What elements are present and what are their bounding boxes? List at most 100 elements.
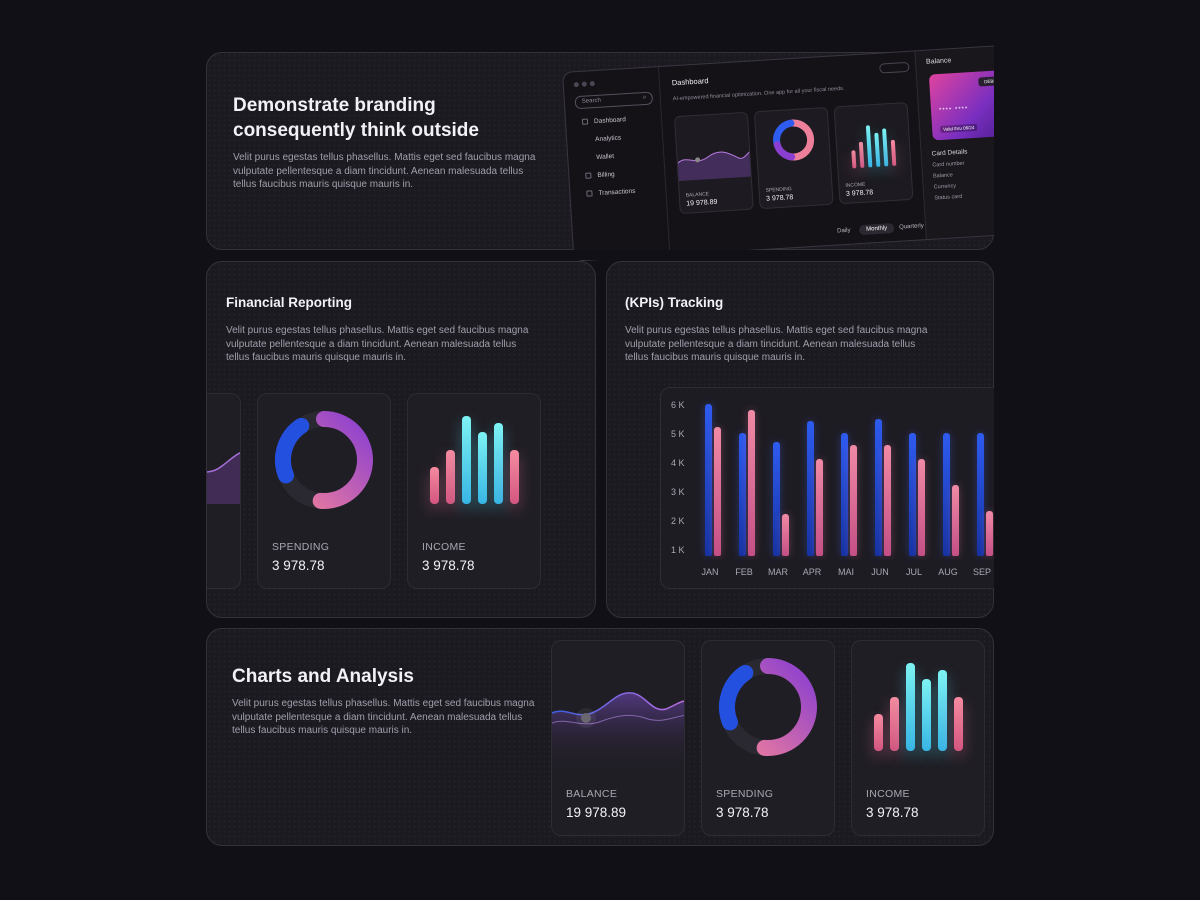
sidebar-item-analytics[interactable]: Analytics: [583, 135, 621, 144]
spending-widget: SPENDING 3 978.78: [257, 393, 391, 589]
mini-sidebar: Search ⌕ Dashboard Analytics Wallet Bill…: [563, 67, 671, 261]
kpi-bar-aug-blue: [943, 433, 950, 556]
sidebar-item-label: Analytics: [594, 134, 622, 144]
x-tick-label: FEB: [735, 567, 753, 577]
y-tick-label: 2 K: [671, 516, 685, 526]
kpi-bar-feb-pink: [748, 409, 755, 556]
card-number-masked: **** ****: [938, 106, 969, 115]
balance-wave-chart: [552, 692, 684, 771]
mini-search-placeholder: Search: [581, 97, 602, 105]
mini-balance-label: BALANCE: [685, 191, 710, 199]
hero-description: Velit purus egestas tellus phasellus. Ma…: [233, 152, 536, 190]
y-tick-label: 4 K: [671, 458, 685, 468]
income-widget: INCOME 3 978.78: [851, 640, 985, 836]
card-detail-currency: Currency: [933, 183, 957, 191]
hero-bottom-mask: [540, 250, 1000, 260]
income-bar: [510, 450, 519, 504]
y-tick-label: 6 K: [671, 400, 685, 410]
tab-monthly[interactable]: Monthly: [858, 223, 895, 236]
spending-donut: [719, 658, 817, 756]
mini-search-input[interactable]: Search ⌕: [574, 91, 654, 110]
mini-income-bar: [890, 139, 897, 167]
y-tick-label: 1 K: [671, 545, 685, 555]
mini-spending-value: 3 978.78: [765, 194, 794, 203]
mini-balance-wave: [677, 150, 753, 182]
charts-analysis-title: Charts and Analysis: [232, 666, 414, 687]
income-bar: [922, 679, 931, 751]
wallet-icon: [584, 154, 590, 160]
income-bars: [874, 663, 966, 751]
hero-title-line2: consequently think outside: [233, 120, 479, 141]
kpi-title: (KPIs) Tracking: [625, 295, 724, 310]
mini-income-bar: [874, 132, 881, 167]
x-tick-label: JAN: [701, 567, 719, 577]
income-value: 3 978.78: [422, 558, 475, 573]
balance-panel-title: Balance: [925, 57, 952, 66]
tab-daily[interactable]: Daily: [837, 227, 851, 235]
billing-icon: [585, 172, 592, 179]
sidebar-item-label: Billing: [597, 170, 615, 180]
sidebar-item-billing[interactable]: Billing: [585, 171, 615, 180]
sidebar-item-wallet[interactable]: Wallet: [584, 153, 614, 162]
x-tick-label: AUG: [938, 567, 958, 577]
x-tick-label: JUL: [905, 567, 922, 577]
spending-donut: [275, 411, 373, 509]
kpi-bar-feb-blue: [739, 433, 746, 556]
kpi-bar-mar-blue: [773, 441, 780, 556]
mini-balance-widget: BALANCE 19 978.89: [673, 111, 754, 215]
income-value: 3 978.78: [866, 805, 919, 820]
card-detail-balance: Balance: [932, 172, 954, 180]
y-tick-label: 5 K: [671, 429, 685, 439]
spending-widget: SPENDING 3 978.78: [701, 640, 835, 836]
income-bar: [954, 697, 963, 751]
financial-reporting-card: Financial Reporting Velit purus egestas …: [206, 261, 596, 618]
x-tick-label: JUN: [871, 567, 889, 577]
income-bar: [890, 697, 899, 751]
hero-title-line1: Demonstrate branding: [233, 95, 436, 116]
sidebar-item-label: Wallet: [596, 152, 615, 162]
balance-widget: BALANCE 19 978.89: [551, 640, 685, 836]
income-label: INCOME: [422, 541, 466, 553]
spending-value: 3 978.78: [272, 558, 325, 573]
income-bar: [478, 432, 487, 504]
mini-income-bar: [858, 141, 865, 168]
mini-balance-value: 19 978.89: [686, 198, 718, 208]
grid-icon: [581, 118, 589, 125]
income-bar: [906, 663, 915, 751]
mini-income-bar: [851, 150, 857, 169]
mini-toggle[interactable]: [879, 61, 910, 74]
kpi-bar-mar-pink: [782, 514, 789, 556]
kpi-bar-aug-pink: [952, 485, 959, 556]
kpi-bar-sep-pink: [986, 511, 993, 556]
mini-dashboard-preview: Search ⌕ Dashboard Analytics Wallet Bill…: [562, 42, 1053, 262]
sidebar-item-label: Dashboard: [593, 116, 627, 126]
kpi-bar-jun-blue: [875, 418, 882, 556]
x-tick-label: MAI: [837, 567, 854, 577]
balance-value: 19 978.89: [566, 805, 627, 820]
card-detail-status: Status card: [934, 193, 963, 202]
financial-reporting-title: Financial Reporting: [226, 295, 353, 310]
card-detail-number: Card number: [932, 160, 965, 169]
kpi-bar-jan-pink: [714, 427, 721, 556]
card-details-title: Card Details: [931, 148, 968, 158]
x-tick-label: APR: [802, 567, 822, 577]
search-icon: ⌕: [642, 93, 647, 102]
financial-reporting-description: Velit purus egestas tellus phasellus. Ma…: [226, 325, 529, 363]
x-tick-label: SEP: [972, 567, 991, 577]
mini-income-bars: [850, 119, 903, 169]
hero-right-mask: [994, 40, 1200, 270]
kpi-bar-jul-pink: [918, 459, 925, 556]
kpi-bar-jul-blue: [909, 433, 916, 556]
sidebar-item-transactions[interactable]: Transactions: [586, 187, 636, 198]
mini-dashboard-title: Dashboard: [671, 76, 709, 88]
income-bar: [446, 450, 455, 504]
kpi-right-mask: [994, 370, 1200, 610]
transactions-icon: [586, 190, 593, 197]
income-widget: INCOME 3 978.78: [407, 393, 541, 589]
kpi-description: Velit purus egestas tellus phasellus. Ma…: [625, 325, 928, 363]
sidebar-item-dashboard[interactable]: Dashboard: [581, 116, 627, 126]
sidebar-item-label: Transactions: [598, 187, 636, 197]
spending-value: 3 978.78: [716, 805, 769, 820]
hero-title: Demonstrate branding consequently think …: [233, 93, 479, 143]
tab-quarterly[interactable]: Quarterly: [898, 223, 924, 231]
